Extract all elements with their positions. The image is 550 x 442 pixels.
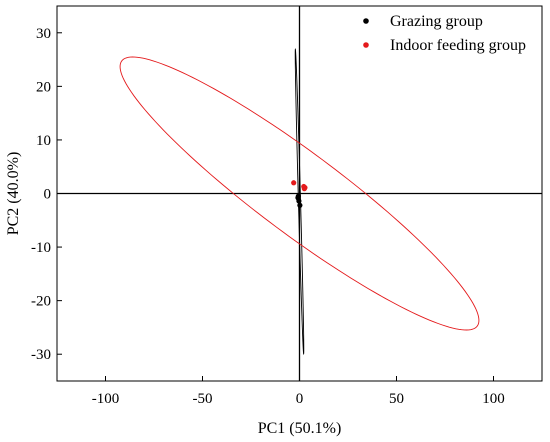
data-points (291, 180, 308, 208)
x-axis-title: PC1 (50.1%) (258, 420, 342, 437)
y-tick-label: -20 (31, 294, 51, 310)
zero-lines (57, 6, 542, 381)
y-tick-label: 0 (44, 187, 52, 203)
data-point (291, 180, 297, 186)
x-tick-label: 100 (482, 391, 505, 407)
y-tick-label: 10 (36, 133, 51, 149)
confidence-ellipse (119, 56, 480, 331)
data-point (295, 193, 301, 199)
x-tick-label: 50 (389, 391, 404, 407)
data-point (302, 185, 308, 191)
y-tick-label: -10 (31, 240, 51, 256)
confidence-ellipse (294, 48, 305, 355)
legend: Grazing group Indoor feeding group (363, 13, 526, 54)
x-tick-label: -50 (193, 391, 213, 407)
y-axis-title: PC2 (40.0%) (5, 152, 22, 236)
legend-marker (363, 18, 369, 24)
data-point (297, 202, 303, 208)
legend-label: Grazing group (390, 13, 483, 30)
x-tick-label: -100 (92, 391, 120, 407)
legend-label: Indoor feeding group (390, 37, 526, 54)
x-tick-label: 0 (296, 391, 304, 407)
y-tick-label: 20 (36, 79, 51, 95)
legend-marker (363, 42, 369, 48)
y-tick-label: 30 (36, 26, 51, 42)
y-tick-label: -30 (31, 347, 51, 363)
data-point (296, 198, 302, 204)
confidence-ellipses (119, 48, 480, 355)
